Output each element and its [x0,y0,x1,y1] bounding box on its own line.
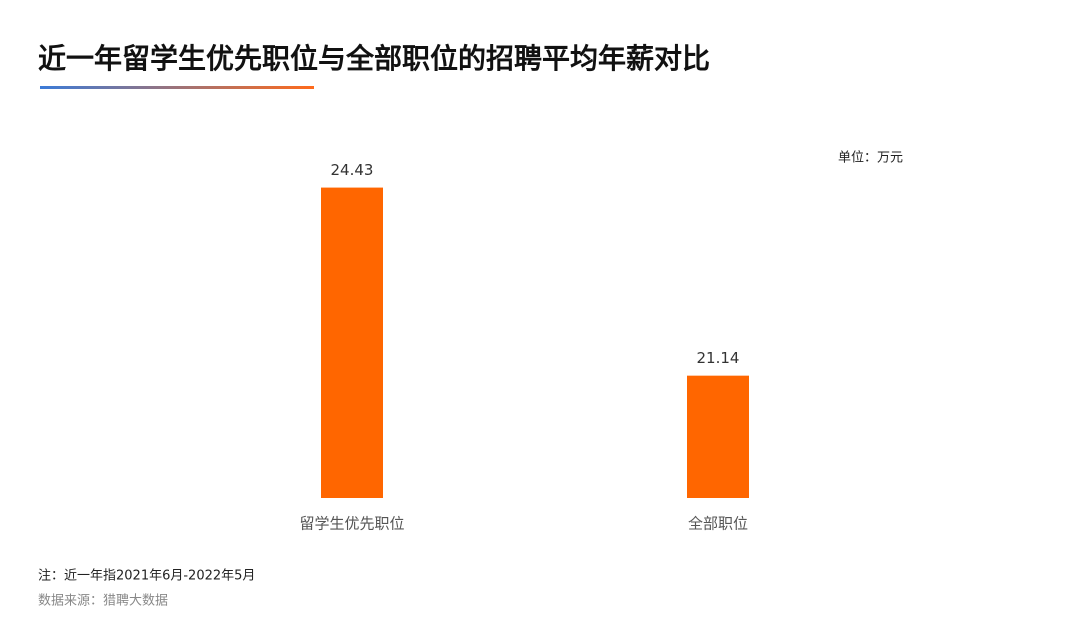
note: 注：近一年指2021年6月-2022年5月 [38,569,255,584]
chart-title: 近一年留学生优先职位与全部职位的招聘平均年薪对比 [38,42,710,75]
bar [321,187,383,498]
x-tick-label: 全部职位 [688,515,748,533]
source: 数据来源：猎聘大数据 [38,594,168,609]
bar [687,375,749,498]
value-label: 24.43 [331,161,374,179]
unit-label: 单位：万元 [838,151,903,166]
value-label: 21.14 [697,349,740,367]
title-underline [40,86,314,89]
x-tick-label: 留学生优先职位 [299,515,404,533]
